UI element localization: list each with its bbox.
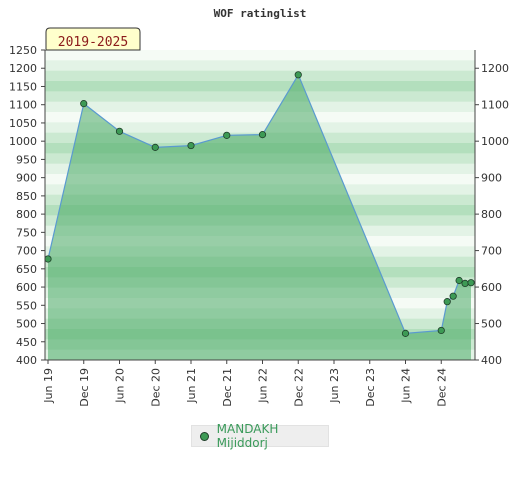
period-badge-label: 2019-2025 <box>58 35 128 50</box>
data-point-8 <box>401 329 410 337</box>
chart-title: WOF ratinglist <box>214 7 307 20</box>
right-tick-label-0: 400 <box>481 354 502 367</box>
legend: MANDAKH Mijiddorj <box>191 422 329 450</box>
left-tick-label-3: 550 <box>16 299 37 312</box>
left-tick-label-1: 450 <box>16 336 37 349</box>
data-point-5 <box>223 131 231 139</box>
left-tick-label-4: 600 <box>16 281 37 294</box>
x-tick-label-5: Dec 21 <box>221 368 234 407</box>
x-tick-label-9: Dec 23 <box>364 368 377 407</box>
left-tick-label-9: 850 <box>16 190 37 203</box>
band-0 <box>45 50 475 61</box>
left-tick-label-10: 900 <box>16 172 37 185</box>
left-tick-label-5: 650 <box>16 263 37 276</box>
band-3 <box>45 81 475 92</box>
period-badge: 2019-2025 <box>45 27 141 51</box>
legend-label: MANDAKH Mijiddorj <box>216 422 279 450</box>
left-tick-label-8: 800 <box>16 208 37 221</box>
left-tick-label-15: 1150 <box>9 80 37 93</box>
x-tick-label-1: Dec 19 <box>78 368 91 407</box>
data-point-1 <box>80 100 88 108</box>
right-tick-label-3: 700 <box>481 245 502 258</box>
data-point-4 <box>187 141 195 150</box>
left-tick-label-14: 1100 <box>9 99 37 112</box>
x-tick-label-0: Jun 19 <box>42 368 55 404</box>
data-point-14 <box>467 279 475 287</box>
x-tick-label-7: Dec 22 <box>292 368 305 407</box>
left-tick-label-17: 1250 <box>9 44 37 57</box>
data-point-12 <box>455 276 463 285</box>
left-tick-label-0: 400 <box>16 354 37 367</box>
x-tick-label-8: Jun 23 <box>328 368 341 404</box>
right-tick-label-2: 600 <box>481 281 502 294</box>
band-1 <box>45 60 475 72</box>
right-y-ticks: 400 500 600 700 800 900 1000 1100 1200 <box>475 62 509 367</box>
x-ticks: Jun 19 Dec 19 Jun 20 Dec 20 Jun 21 Dec 21 Jun … <box>42 360 448 407</box>
data-point-2 <box>115 127 124 135</box>
data-point-13 <box>461 279 469 288</box>
right-tick-label-8: 1200 <box>481 62 509 75</box>
data-point-7 <box>294 71 302 79</box>
left-tick-label-12: 1000 <box>9 135 37 148</box>
band-5 <box>45 101 475 113</box>
x-tick-label-6: Jun 22 <box>257 368 270 404</box>
data-point-0 <box>44 255 52 263</box>
band-7 <box>45 122 475 134</box>
x-tick-label-10: Jun 24 <box>400 368 413 404</box>
right-tick-label-6: 1000 <box>481 135 509 148</box>
data-point-9 <box>437 326 445 335</box>
left-tick-label-16: 1200 <box>9 62 37 75</box>
data-point-6 <box>258 131 267 139</box>
right-tick-label-7: 1100 <box>481 99 509 112</box>
band-2 <box>45 70 475 82</box>
right-tick-label-4: 800 <box>481 208 502 221</box>
x-tick-label-4: Jun 21 <box>185 368 198 404</box>
x-tick-label-2: Jun 20 <box>114 368 127 404</box>
data-point-10 <box>443 298 451 306</box>
left-tick-label-7: 750 <box>16 226 37 239</box>
band-4 <box>45 91 475 103</box>
data-point-11 <box>449 292 457 300</box>
left-tick-label-2: 500 <box>16 318 37 331</box>
right-tick-label-5: 900 <box>481 172 502 185</box>
left-tick-label-6: 700 <box>16 245 37 258</box>
left-y-ticks: 400 450 500 550 600 650 700 750 800 850 900 950 1000… <box>9 44 45 367</box>
left-tick-label-13: 1050 <box>9 117 37 130</box>
legend-marker-icon <box>200 431 209 441</box>
left-tick-label-11: 950 <box>16 153 37 166</box>
x-tick-label-3: Dec 20 <box>149 368 162 407</box>
right-tick-label-1: 500 <box>481 318 502 331</box>
band-6 <box>45 112 475 123</box>
x-tick-label-11: Dec 24 <box>435 368 448 407</box>
data-point-3 <box>151 143 159 151</box>
series-area <box>48 74 471 361</box>
